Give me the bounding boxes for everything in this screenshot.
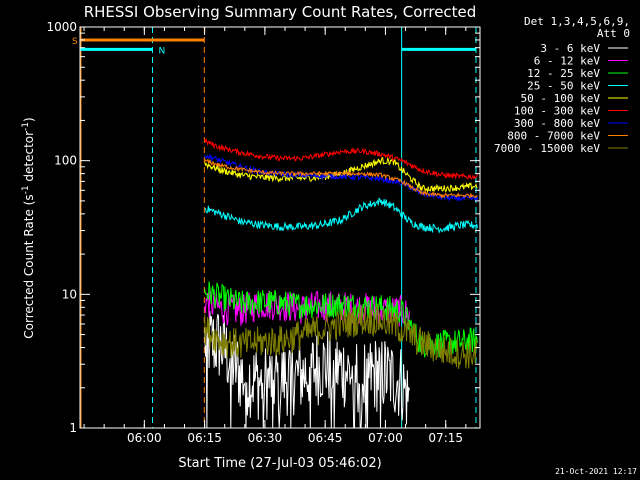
y-axis-label-part-1: Corrected Count Rate (s [22, 194, 36, 338]
legend-header-line1: Det 1,3,4,5,6,9, [524, 15, 630, 28]
plot-area: SN [72, 27, 478, 429]
series-line-100_300keV [204, 137, 478, 180]
legend-label: 6 - 12 keV [534, 55, 601, 68]
plot-frame [79, 26, 481, 429]
legend-label: 12 - 25 keV [527, 67, 600, 80]
flag-label-s: S [72, 37, 78, 47]
legend-label: 50 - 100 keV [521, 92, 601, 105]
x-tick-label: 06:00 [127, 431, 162, 445]
series-line-800_7000keV [204, 158, 478, 199]
chart-title: RHESSI Observing Summary Count Rates, Co… [84, 3, 477, 21]
y-axis-label-sup-1: -1 [21, 185, 31, 194]
y-tick-label: 1000 [46, 20, 77, 34]
legend-label: 3 - 6 keV [540, 42, 600, 55]
footer-timestamp: 21-Oct-2021 12:17 [555, 467, 637, 476]
y-axis-label-part-2: detector [22, 131, 36, 186]
y-axis-label: Corrected Count Rate (s-1 detector-1) [21, 117, 36, 338]
axis-ticks: 06:00 06:15 06:30 06:45 07:00 07:15 1 10 100 1000 [46, 20, 480, 445]
legend-label: 800 - 7000 keV [507, 130, 600, 143]
legend-label: 25 - 50 keV [527, 80, 600, 93]
x-tick-label: 07:15 [428, 431, 463, 445]
series-line-3_6keV [204, 311, 410, 429]
y-tick-label: 100 [54, 154, 77, 168]
y-axis-label-part-3: ) [22, 117, 36, 122]
series-line-7000_15000keV [204, 304, 478, 370]
x-tick-label: 06:30 [248, 431, 283, 445]
x-axis-label: Start Time (27-Jul-03 05:46:02) [178, 456, 381, 471]
legend-label: 100 - 300 keV [514, 105, 600, 118]
legend-label: 300 - 800 keV [514, 117, 600, 130]
x-tick-label: 06:45 [308, 431, 343, 445]
y-tick-label: 1 [69, 421, 77, 435]
x-tick-label: 06:15 [187, 431, 222, 445]
legend-header-line2: Att 0 [597, 27, 630, 40]
series-line-25_50keV [204, 197, 478, 234]
flag-label-n: N [158, 46, 165, 56]
legend-label: 7000 - 15000 keV [494, 142, 600, 155]
x-tick-label: 07:00 [368, 431, 403, 445]
y-tick-label: 10 [62, 287, 77, 301]
y-axis-label-sup-2: -1 [21, 122, 31, 131]
